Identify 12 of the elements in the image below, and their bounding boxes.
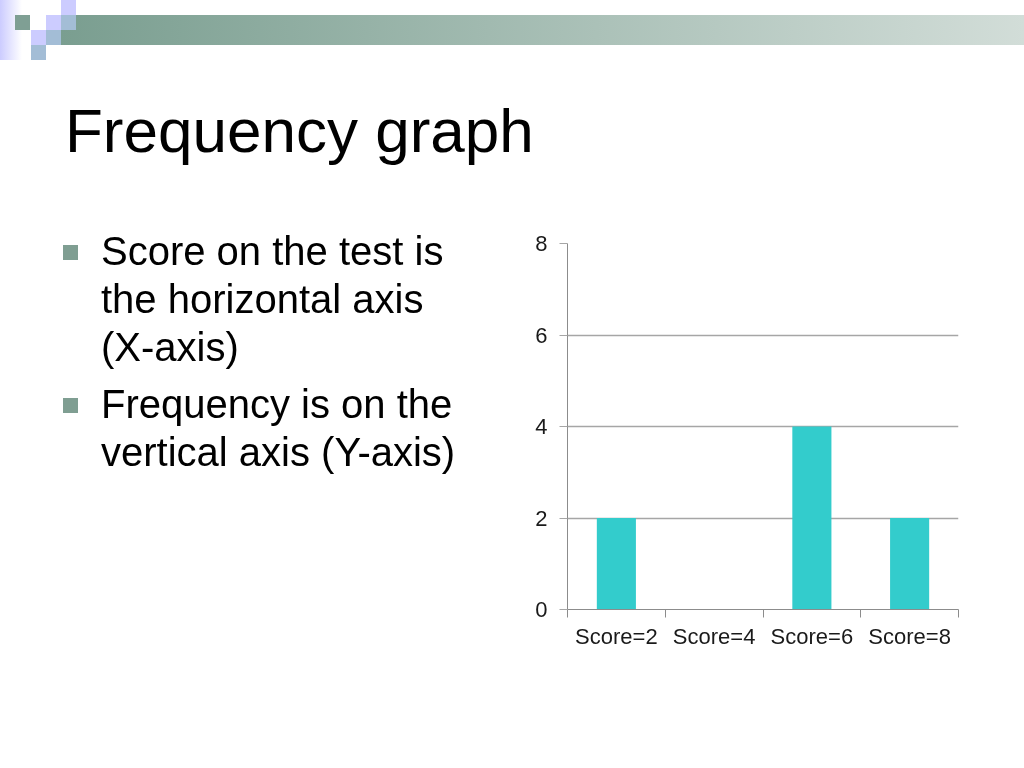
text: Score on the test is the horizontal axis (X-axis) bbox=[101, 229, 444, 369]
x-tick-label: Score=4 bbox=[672, 623, 756, 649]
y-tick-label: 4 bbox=[535, 414, 548, 439]
y-tick-label: 2 bbox=[535, 505, 548, 531]
x-tick-label: Score=8 bbox=[868, 623, 951, 649]
x-tick-label: Score=2 bbox=[575, 623, 658, 649]
y-tick-label: 6 bbox=[535, 322, 548, 348]
text: Frequency is on the vertical axis (Y-axis) bbox=[101, 382, 456, 474]
y-tick-label: 8 bbox=[535, 231, 548, 256]
x-tick-label: Score=6 bbox=[770, 623, 854, 649]
chart-title: Frequency graph bbox=[65, 96, 534, 165]
y-tick-label: 0 bbox=[535, 597, 548, 622]
